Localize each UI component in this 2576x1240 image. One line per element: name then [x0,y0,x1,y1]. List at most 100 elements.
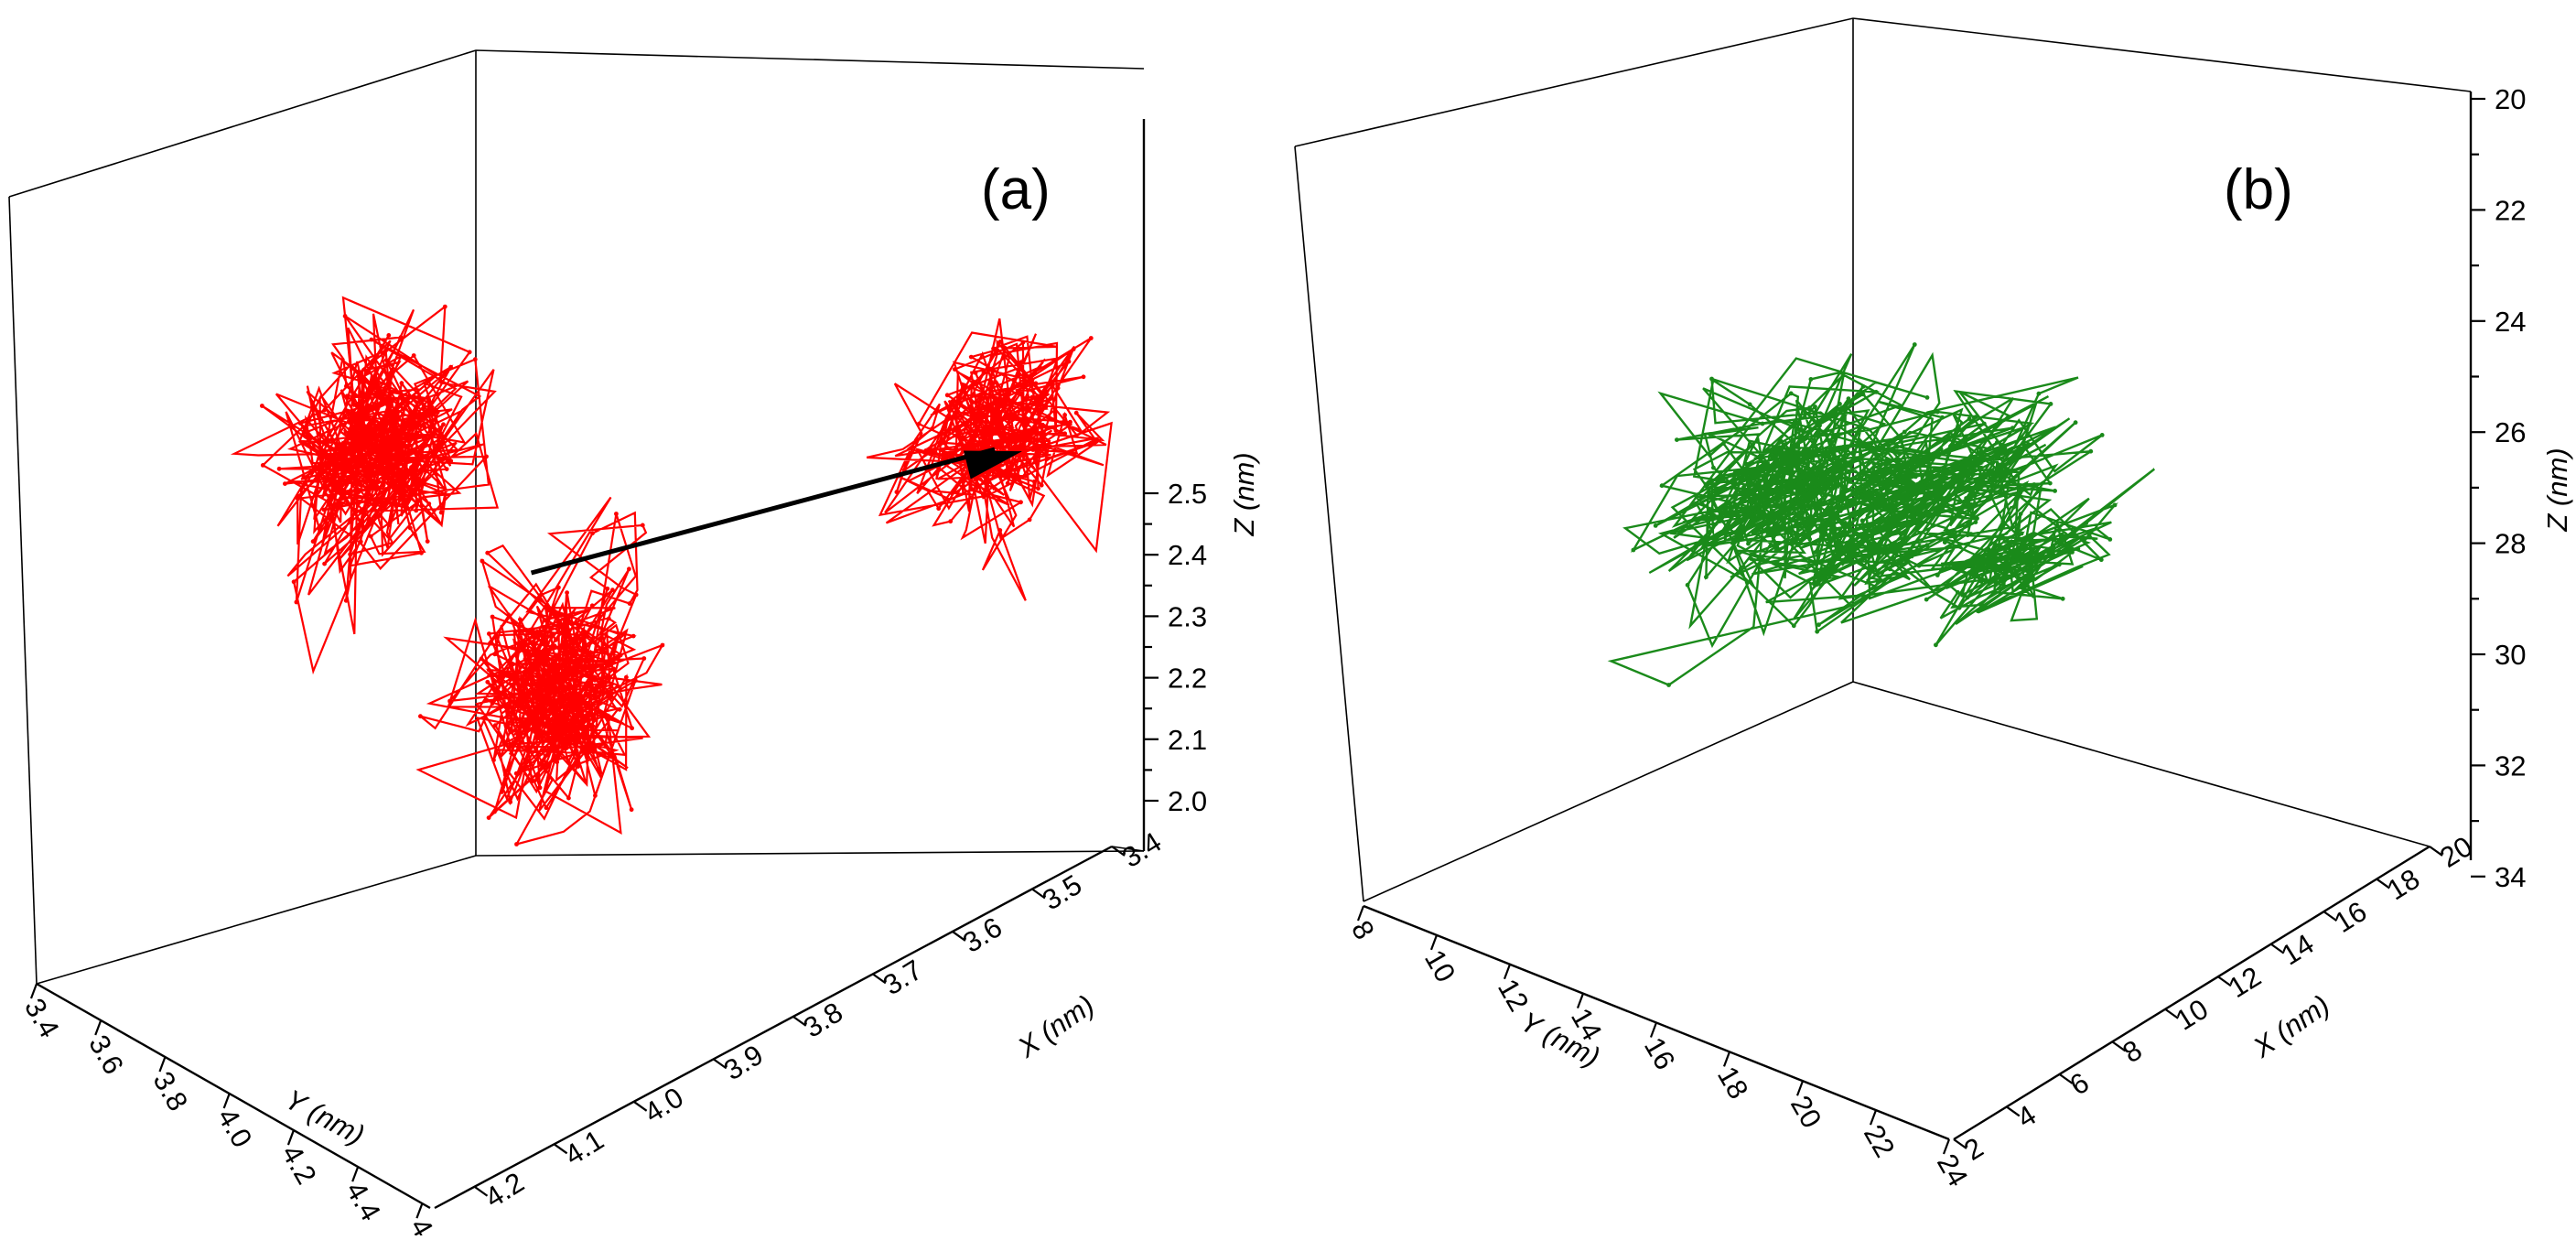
trajectory-point [316,467,321,472]
z-tick-label-2.4: 2.4 [1168,539,1207,571]
trajectory-point [609,660,613,665]
trajectory-point [948,519,954,524]
trajectory-point [630,726,634,731]
trajectory-point [322,561,327,566]
trajectory-point [358,539,363,545]
trajectory-point [358,408,363,414]
trajectory-point [535,736,541,740]
trajectory-point [565,639,569,644]
trajectory-point [565,672,569,677]
trajectory-point [1760,465,1765,469]
trajectory-point [444,467,449,471]
x-tick-label-12: 12 [2223,960,2267,1004]
trajectory-point [959,472,965,477]
trajectory-point [276,466,282,471]
trajectory-point [369,404,374,409]
trajectory-point [1005,480,1010,486]
trajectory-point [415,450,420,455]
trajectory-point [592,667,597,672]
trajectory-point [383,501,389,506]
trajectory-point [617,706,622,712]
x-tick-12 [2217,976,2232,987]
trajectory-point [1938,447,1944,452]
trajectory-point [1023,473,1029,479]
trajectory-point [1775,529,1780,534]
z-tick-label-2.0: 2.0 [1168,785,1207,817]
trajectory-point [969,487,975,492]
z-tick-label-2.5: 2.5 [1168,478,1207,510]
x-tick-3.5 [1031,888,1046,900]
trajectory-point [291,579,296,585]
trajectory-point [2057,562,2062,567]
trajectory-point [490,701,495,706]
trajectory-point [355,446,361,450]
trajectory-point [633,592,639,598]
trajectory-point [936,506,942,512]
trajectory-point [573,698,577,704]
x-tick-4.2 [473,1185,489,1197]
trajectory-point [1733,469,1738,475]
trajectory-point [580,673,585,678]
trajectory-point [1935,573,1940,577]
trajectory-cluster-1 [230,296,500,675]
x-tick-14 [2270,943,2285,954]
trajectory-point [1884,481,1890,487]
trajectory-point [1823,573,1827,578]
trajectory-point [514,842,519,846]
trajectory-point [2022,577,2028,583]
trajectory-point [419,550,424,555]
y-tick-label-4.0: 4.0 [211,1103,259,1153]
trajectory-point [1088,336,1094,340]
trajectory-point [1874,488,1879,493]
trajectory-point [2033,557,2039,563]
trajectory-point [1708,432,1713,437]
trajectory-point [961,447,965,452]
trajectory-point [2051,552,2056,556]
y-tick-14 [1576,993,1585,1009]
trajectory-point [1987,479,1991,484]
trajectory-point [346,449,351,454]
y-tick-label-18: 18 [1711,1061,1755,1104]
trajectory-point [393,503,399,509]
trajectory-point [544,672,549,677]
trajectory-point [1740,530,1745,535]
y-tick-label-16: 16 [1638,1032,1682,1075]
trajectory-point [571,738,576,742]
x-tick-label-14: 14 [2276,928,2320,972]
trajectory-point [1997,557,2002,563]
y-axis-label: Y (nm) [280,1084,370,1151]
x-axis-label: X (nm) [2247,988,2335,1064]
x-tick-16 [2323,911,2338,922]
trajectory-point [923,448,929,453]
trajectory-point [397,490,402,495]
trajectory-point [1998,567,2003,573]
trajectory-point [401,469,406,474]
trajectory-point [1909,554,1914,559]
trajectory-point [472,357,478,362]
trajectory-point [403,462,408,468]
box-floor-right [475,850,1145,857]
trajectory-point [1773,547,1779,553]
trajectory-point [1736,534,1741,539]
trajectory-point [549,723,555,728]
trajectory-point [627,566,631,572]
trajectory-point [1956,589,1960,595]
box-floor-right [1852,681,2430,847]
trajectory-point [1719,511,1725,515]
trajectory-point [2047,553,2053,558]
trajectory-point [1873,501,1879,507]
trajectory-point [601,712,607,717]
trajectory-point [434,409,439,415]
trajectory-point [565,616,569,621]
trajectory-point [2023,545,2029,550]
trajectory-point [1946,566,1952,570]
trajectory-point [344,383,349,389]
box-floor-left [1363,681,1854,902]
trajectory-point [2070,550,2075,555]
trajectory-point [441,422,446,427]
migration-arrow [530,447,1023,576]
trajectory-point [336,451,341,457]
trajectory-point [1788,391,1794,396]
trajectory-point [965,430,971,436]
trajectory-point [1924,481,1928,487]
